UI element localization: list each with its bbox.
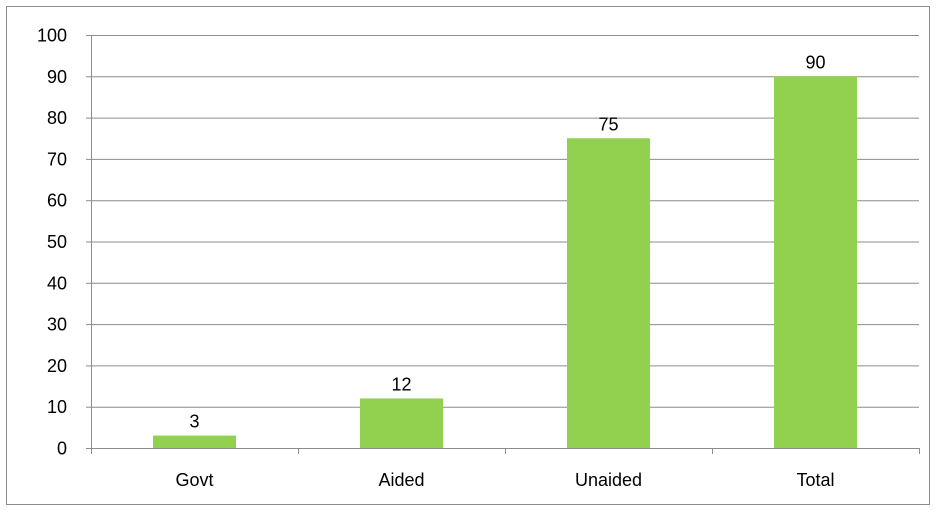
- axes: [86, 35, 920, 454]
- bar-aided: [360, 398, 443, 448]
- y-tick-label: 10: [47, 397, 67, 417]
- y-tick-label: 70: [47, 149, 67, 169]
- bar-total: [774, 76, 857, 449]
- data-label-total: 90: [805, 52, 825, 72]
- labels: 0 10 20 30 40 50 60 70 80 90 100 3 Govt 12 Aided 75 Unai…: [37, 26, 835, 491]
- x-category-label: Aided: [378, 470, 424, 490]
- data-label-aided: 12: [391, 374, 411, 394]
- y-tick-label: 90: [47, 67, 67, 87]
- y-tick-label: 40: [47, 273, 67, 293]
- y-tick-label: 0: [57, 439, 67, 459]
- bar-unaided: [567, 138, 650, 448]
- y-tick-label: 30: [47, 315, 67, 335]
- y-tick-label: 50: [47, 232, 67, 252]
- x-category-label: Unaided: [575, 470, 642, 490]
- y-tick-label: 80: [47, 108, 67, 128]
- y-tick-label: 100: [37, 26, 67, 46]
- data-label-unaided: 75: [598, 114, 618, 134]
- y-tick-label: 60: [47, 191, 67, 211]
- y-tick-label: 20: [47, 356, 67, 376]
- bar-govt: [153, 435, 236, 448]
- bars: [153, 76, 857, 449]
- data-label-govt: 3: [189, 412, 199, 432]
- x-category-label: Govt: [175, 470, 213, 490]
- x-category-label: Total: [796, 470, 834, 490]
